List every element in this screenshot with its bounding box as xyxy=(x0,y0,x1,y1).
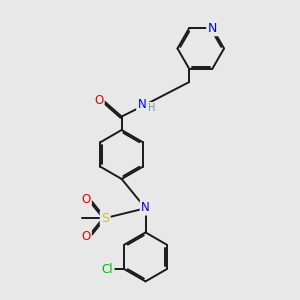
Text: O: O xyxy=(94,94,103,106)
Text: N: N xyxy=(208,22,217,35)
Text: Cl: Cl xyxy=(101,262,113,276)
Text: O: O xyxy=(81,194,90,206)
Text: O: O xyxy=(81,230,90,243)
Text: N: N xyxy=(138,98,146,110)
Text: S: S xyxy=(101,212,109,225)
Text: N: N xyxy=(141,201,150,214)
Text: H: H xyxy=(148,103,156,113)
